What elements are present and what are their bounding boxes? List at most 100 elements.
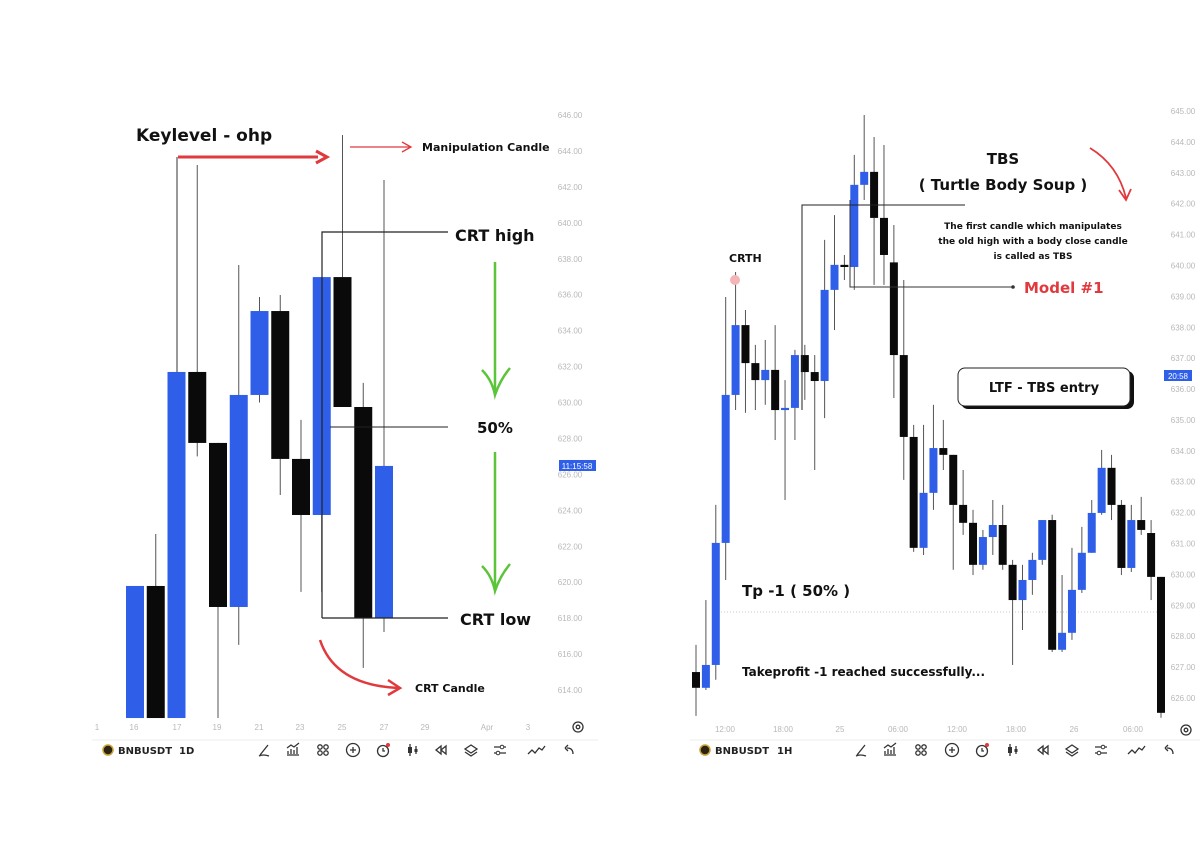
candle bbox=[879, 144, 888, 285]
model-label: Model #1 bbox=[1024, 279, 1104, 297]
undo-icon[interactable] bbox=[561, 741, 579, 759]
candle bbox=[1038, 520, 1047, 565]
add-icon[interactable] bbox=[943, 741, 961, 759]
x-tick-label: 19 bbox=[213, 723, 222, 732]
left-price-label: 11:15:58 bbox=[562, 462, 593, 471]
candles-icon[interactable] bbox=[1004, 741, 1022, 759]
compare-icon[interactable] bbox=[1126, 741, 1146, 759]
green-down-arrow-1 bbox=[481, 262, 511, 400]
y-tick-label: 628.00 bbox=[558, 434, 583, 443]
right-timeframe[interactable]: 1H bbox=[777, 746, 792, 757]
candle bbox=[1137, 496, 1146, 535]
x-tick-label: 12:00 bbox=[715, 725, 736, 734]
candle-body bbox=[126, 585, 144, 719]
candle bbox=[830, 215, 839, 331]
y-tick-label: 620.00 bbox=[558, 578, 583, 587]
candle-body bbox=[1117, 504, 1126, 568]
bnb-coin-icon bbox=[699, 744, 711, 756]
pen-icon[interactable] bbox=[853, 741, 871, 759]
candle-body bbox=[830, 264, 839, 290]
right-chart: 645.00 644.00 643.00 642.00 641.00 640.00 639.… bbox=[690, 107, 1200, 759]
left-settings-icon[interactable] bbox=[572, 721, 584, 733]
indicators-icon[interactable] bbox=[881, 741, 899, 759]
y-tick-label: 630.00 bbox=[1171, 570, 1196, 579]
templates-icon[interactable] bbox=[314, 741, 332, 759]
candle bbox=[271, 295, 290, 496]
candle bbox=[354, 382, 373, 668]
candle bbox=[790, 349, 799, 441]
crt-low-label: CRT low bbox=[460, 610, 531, 629]
x-tick-label: 27 bbox=[380, 723, 389, 732]
settings-icon[interactable] bbox=[1092, 741, 1110, 759]
candle bbox=[761, 339, 770, 405]
candle bbox=[292, 419, 310, 592]
ltf-entry-label: LTF - TBS entry bbox=[989, 381, 1100, 396]
candle-body bbox=[741, 325, 750, 364]
y-tick-label: 635.00 bbox=[1171, 416, 1196, 425]
candle-body bbox=[820, 289, 829, 382]
right-symbol[interactable]: BNBUSDT bbox=[715, 746, 769, 757]
green-down-arrow-2 bbox=[481, 452, 511, 596]
candle bbox=[1077, 526, 1086, 593]
y-tick-label: 641.00 bbox=[1171, 231, 1196, 240]
manipulation-arrowhead bbox=[401, 141, 413, 153]
alert-icon[interactable] bbox=[973, 741, 991, 759]
add-icon[interactable] bbox=[344, 741, 362, 759]
candle bbox=[1067, 547, 1076, 640]
compare-icon[interactable] bbox=[526, 741, 546, 759]
candle bbox=[919, 424, 928, 555]
y-tick-label: 628.00 bbox=[1171, 632, 1196, 641]
right-settings-icon[interactable] bbox=[1180, 724, 1192, 736]
candle bbox=[741, 309, 750, 413]
candle-body bbox=[692, 672, 700, 688]
x-tick-label: 25 bbox=[338, 723, 347, 732]
candle-body bbox=[146, 585, 165, 719]
replay-icon[interactable] bbox=[1034, 741, 1052, 759]
undo-icon[interactable] bbox=[1161, 741, 1179, 759]
candles-icon[interactable] bbox=[404, 741, 422, 759]
y-tick-label: 642.00 bbox=[558, 183, 583, 192]
y-tick-label: 640.00 bbox=[1171, 261, 1196, 270]
indicators-icon[interactable] bbox=[284, 741, 302, 759]
x-tick-label: 29 bbox=[421, 723, 430, 732]
layers-icon[interactable] bbox=[462, 741, 480, 759]
y-tick-label: 616.00 bbox=[558, 650, 583, 659]
bnb-coin-icon bbox=[102, 744, 114, 756]
layers-icon[interactable] bbox=[1063, 741, 1081, 759]
candle-body bbox=[1147, 533, 1156, 577]
replay-icon[interactable] bbox=[432, 741, 450, 759]
candle bbox=[840, 254, 849, 280]
candle bbox=[988, 499, 997, 555]
candle bbox=[1028, 552, 1037, 595]
x-tick-label: 16 bbox=[130, 723, 139, 732]
candle bbox=[1087, 499, 1096, 553]
settings-icon[interactable] bbox=[491, 741, 509, 759]
y-tick-label: 636.00 bbox=[1171, 385, 1196, 394]
y-tick-label: 627.00 bbox=[1171, 663, 1196, 672]
tp-label: Tp -1 ( 50% ) bbox=[742, 582, 850, 600]
left-y-axis: 646.00 644.00 642.00 640.00 638.00 636.00 634.… bbox=[558, 111, 583, 695]
candle bbox=[1117, 499, 1126, 576]
right-candles bbox=[692, 115, 1165, 718]
left-timeframe[interactable]: 1D bbox=[179, 746, 194, 757]
candle-body bbox=[860, 171, 869, 185]
candle bbox=[998, 504, 1007, 570]
y-tick-label: 618.00 bbox=[558, 614, 583, 623]
x-tick-label: 06:00 bbox=[888, 725, 909, 734]
candle-body bbox=[751, 363, 760, 381]
x-tick-label: 1 bbox=[95, 723, 100, 732]
right-price-label: 20:58 bbox=[1168, 372, 1189, 381]
y-tick-label: 632.00 bbox=[1171, 509, 1196, 518]
candle-body bbox=[1018, 579, 1027, 601]
pen-icon[interactable] bbox=[256, 741, 274, 759]
candle-body bbox=[909, 436, 918, 548]
candle-body bbox=[292, 458, 310, 515]
tbs-arrowhead bbox=[1118, 188, 1132, 202]
candle-body bbox=[1038, 520, 1047, 560]
candle bbox=[889, 225, 898, 399]
left-symbol[interactable]: BNBUSDT bbox=[118, 746, 172, 757]
alert-icon[interactable] bbox=[374, 741, 392, 759]
candle-body bbox=[188, 371, 207, 443]
candle bbox=[1127, 504, 1136, 572]
templates-icon[interactable] bbox=[912, 741, 930, 759]
